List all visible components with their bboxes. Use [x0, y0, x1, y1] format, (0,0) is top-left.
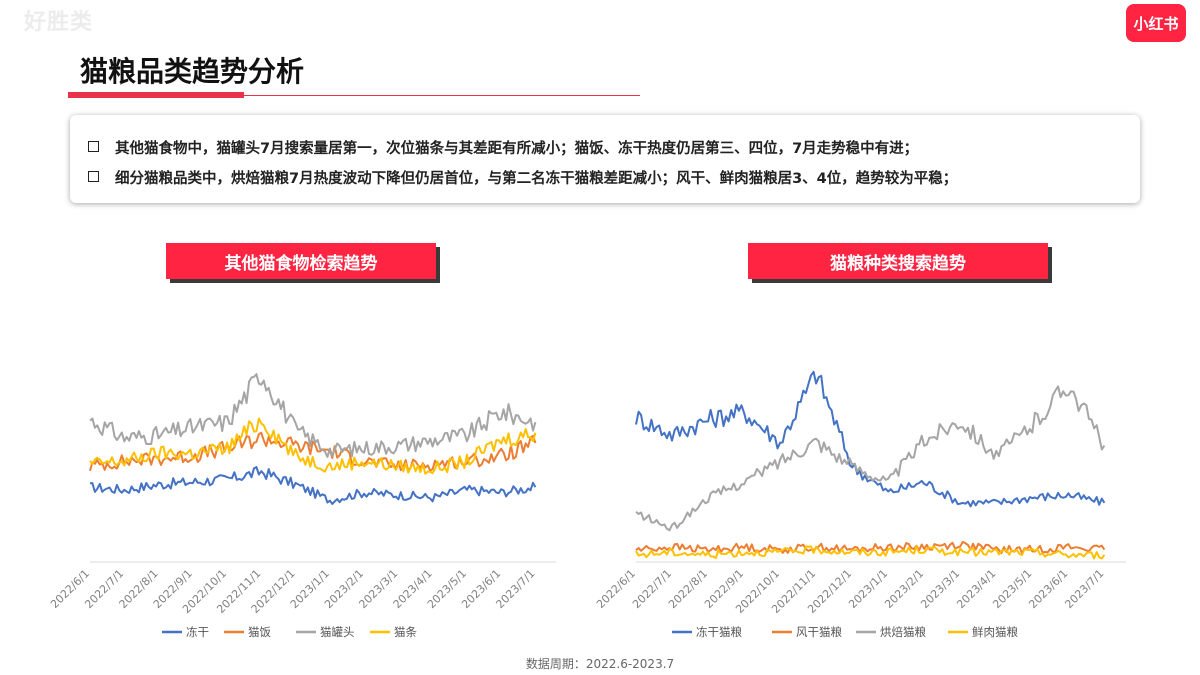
series-line-鲜肉猫粮	[635, 545, 1106, 560]
legend-label: 猫条	[394, 625, 417, 639]
page-title: 猫粮品类趋势分析	[80, 55, 305, 88]
x-tick-label: 2023/7/1	[1062, 567, 1106, 611]
series-line-风干猫粮	[635, 540, 1106, 555]
bullet-square-icon	[88, 171, 99, 182]
legend-label: 风干猫粮	[796, 625, 842, 639]
legend-label: 鲜肉猫粮	[972, 625, 1018, 639]
legend-label: 猫饭	[248, 625, 271, 639]
data-period-footer: 数据周期：2022.6-2023.7	[525, 657, 675, 671]
bullet-square-icon	[88, 141, 99, 152]
chart-title-left: 其他猫食物检索趋势	[166, 243, 436, 279]
legend-label: 冻干	[186, 625, 209, 639]
chart-1: 2022/6/12022/7/12022/8/12022/9/12022/10/…	[48, 373, 556, 639]
series-line-冻干猫粮	[635, 370, 1106, 508]
series-line-猫罐头	[89, 373, 537, 458]
legend-label: 猫罐头	[320, 625, 355, 639]
watermark-text: 好胜类	[24, 10, 94, 35]
summary-box: 其他猫食物中，猫罐头7月搜索量居第一，次位猫条与其差距有所减小；猫饭、冻干热度仍…	[70, 115, 1140, 203]
brand-logo: 小红书	[1126, 4, 1186, 42]
title-accent-bar	[68, 92, 244, 98]
chart-title-right: 猫粮种类搜索趋势	[748, 243, 1048, 279]
series-line-烘焙猫粮	[635, 385, 1106, 532]
title-underline	[68, 95, 640, 96]
chart-2: 2022/6/12022/7/12022/8/12022/9/12022/10/…	[594, 370, 1126, 639]
legend-label: 冻干猫粮	[696, 625, 742, 639]
series-line-冻干	[89, 466, 537, 505]
summary-item-2: 细分猫粮品类中，烘焙猫粮7月热度波动下降但仍居首位，与第二名冻干猫粮差距减小；风…	[88, 167, 957, 188]
summary-item-1: 其他猫食物中，猫罐头7月搜索量居第一，次位猫条与其差距有所减小；猫饭、冻干热度仍…	[88, 137, 918, 158]
summary-text-1: 其他猫食物中，猫罐头7月搜索量居第一，次位猫条与其差距有所减小；猫饭、冻干热度仍…	[115, 141, 919, 157]
series-line-猫条	[89, 417, 537, 475]
legend-label: 烘焙猫粮	[880, 625, 926, 639]
summary-text-2: 细分猫粮品类中，烘焙猫粮7月热度波动下降但仍居首位，与第二名冻干猫粮差距减小；风…	[115, 171, 958, 187]
